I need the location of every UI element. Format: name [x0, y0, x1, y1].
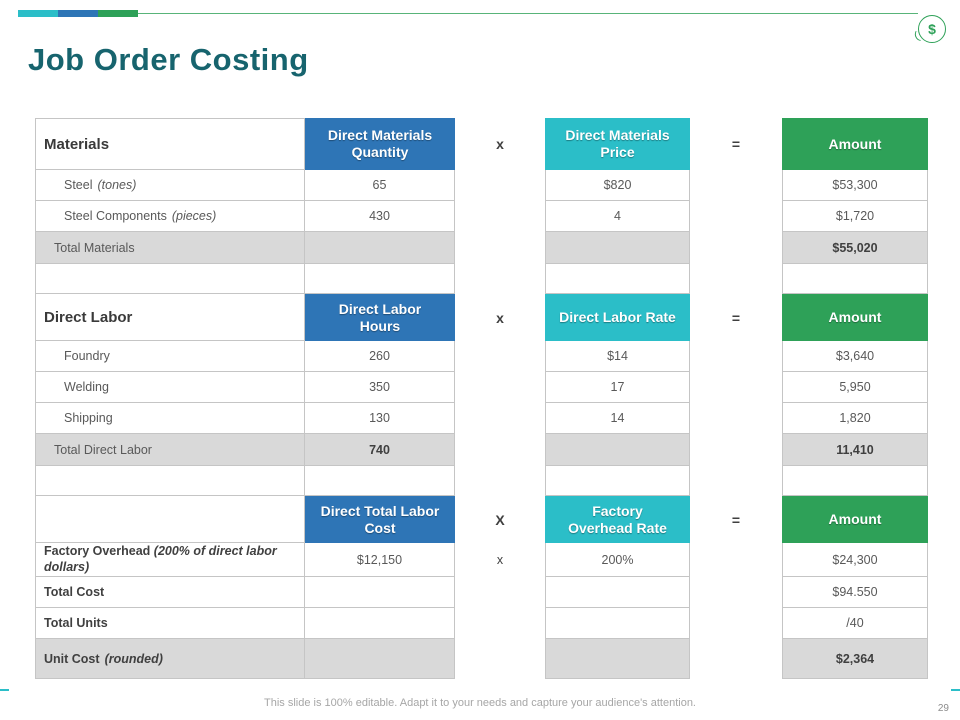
section-label-materials: Materials [35, 118, 305, 170]
cell-amount: $3,640 [782, 341, 928, 372]
row-label-note: (200% of direct labor dollars) [44, 543, 277, 574]
accent-segment-blue [58, 10, 98, 17]
row-label-unit: (tones) [97, 178, 137, 192]
row-label: Total Materials [35, 232, 305, 264]
row-label: Steel Components (pieces) [35, 201, 305, 232]
costing-table: Materials Direct Materials Quantity x Di… [35, 118, 928, 679]
cell-hours: 740 [305, 434, 455, 466]
cell-amount: 5,950 [782, 372, 928, 403]
row-label: Unit Cost (rounded) [35, 639, 305, 679]
row-label: Steel (tones) [35, 170, 305, 201]
cell-rate: $14 [545, 341, 690, 372]
table-row-total-materials: Total Materials $55,020 [35, 232, 928, 264]
header-direct-labor-rate: Direct Labor Rate [545, 294, 690, 341]
cell-price: 4 [545, 201, 690, 232]
table-row-spacer [35, 466, 928, 496]
row-label: Welding [35, 372, 305, 403]
table-row-spacer [35, 264, 928, 294]
cell-amount: $55,020 [782, 232, 928, 264]
cell-rate: 17 [545, 372, 690, 403]
operator-equals: = [731, 309, 741, 326]
table-row-steel: Steel (tones) 65 $820 $53,300 [35, 170, 928, 201]
page-title: Job Order Costing [28, 42, 309, 77]
cell-amount: 11,410 [782, 434, 928, 466]
cell-quantity: 430 [305, 201, 455, 232]
accent-segment-green [98, 10, 138, 17]
dollar-sign: $ [928, 21, 936, 37]
header-amount: Amount [782, 496, 928, 543]
table-row-direct-labor-header: Direct Labor Direct Labor Hours x Direct… [35, 294, 928, 341]
cell-hours: 130 [305, 403, 455, 434]
cell-hours: 350 [305, 372, 455, 403]
header-direct-materials-quantity: Direct Materials Quantity [305, 118, 455, 170]
table-row-overhead-header: Direct Total Labor Cost X Factory Overhe… [35, 496, 928, 543]
operator-equals: = [731, 136, 741, 152]
header-amount: Amount [782, 118, 928, 170]
footer-note: This slide is 100% editable. Adapt it to… [264, 697, 696, 709]
table-row-materials-header: Materials Direct Materials Quantity x Di… [35, 118, 928, 170]
header-amount: Amount [782, 294, 928, 341]
cell-amount: /40 [782, 608, 928, 639]
table-row-steel-components: Steel Components (pieces) 430 4 $1,720 [35, 201, 928, 232]
table-row-total-cost: Total Cost $94.550 [35, 577, 928, 608]
cell-amount: $24,300 [782, 543, 928, 577]
cell-quantity: 65 [305, 170, 455, 201]
operator-equals: = [731, 511, 741, 528]
row-label-note: (rounded) [104, 651, 163, 666]
table-row-factory-overhead: Factory Overhead (200% of direct labor d… [35, 543, 928, 577]
cell-hours: 260 [305, 341, 455, 372]
table-row-foundry: Foundry 260 $14 $3,640 [35, 341, 928, 372]
top-rule-line [138, 13, 918, 14]
cell-price: $820 [545, 170, 690, 201]
row-label: Factory Overhead (200% of direct labor d… [35, 543, 305, 577]
cell-amount: 1,820 [782, 403, 928, 434]
row-label: Total Direct Labor [35, 434, 305, 466]
cell-rate: 200% [545, 543, 690, 577]
cell-amount: $94.550 [782, 577, 928, 608]
header-direct-labor-hours: Direct Labor Hours [305, 294, 455, 341]
operator-multiply: x [496, 136, 504, 152]
table-row-shipping: Shipping 130 14 1,820 [35, 403, 928, 434]
header-factory-overhead-rate: Factory Overhead Rate [545, 496, 690, 543]
cell-quantity [305, 232, 455, 264]
operator-multiply: x [496, 309, 504, 326]
cell-rate: 14 [545, 403, 690, 434]
top-accent-bar [18, 10, 138, 17]
row-label: Shipping [35, 403, 305, 434]
section-label-direct-labor: Direct Labor [35, 294, 305, 341]
header-direct-materials-price: Direct Materials Price [545, 118, 690, 170]
table-row-welding: Welding 350 17 5,950 [35, 372, 928, 403]
table-row-unit-cost: Unit Cost (rounded) $2,364 [35, 639, 928, 679]
row-label: Total Units [35, 608, 305, 639]
table-row-total-units: Total Units /40 [35, 608, 928, 639]
header-direct-total-labor-cost: Direct Total Labor Cost [305, 496, 455, 543]
cell-amount: $1,720 [782, 201, 928, 232]
bottom-left-accent [0, 689, 9, 691]
cell-rate [545, 434, 690, 466]
operator-multiply: x [496, 553, 504, 567]
accent-segment-teal [18, 10, 58, 17]
cell-amount: $2,364 [782, 639, 928, 679]
cell-cost: $12,150 [305, 543, 455, 577]
cell-price [545, 232, 690, 264]
row-label: Total Cost [35, 577, 305, 608]
dollar-circle-icon: $ [918, 15, 946, 43]
cell-amount: $53,300 [782, 170, 928, 201]
operator-multiply: X [495, 511, 505, 528]
row-label: Foundry [35, 341, 305, 372]
bottom-right-accent [951, 689, 960, 691]
row-label-unit: (pieces) [171, 209, 217, 223]
table-row-total-direct-labor: Total Direct Labor 740 11,410 [35, 434, 928, 466]
page-number: 29 [937, 703, 949, 714]
